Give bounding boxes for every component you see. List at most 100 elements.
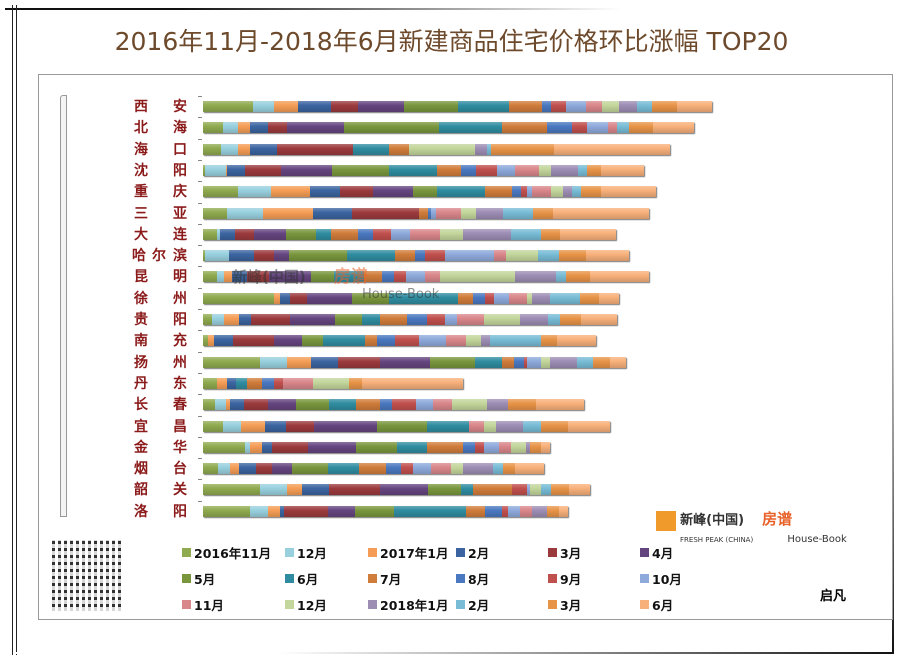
bar-segment (269, 271, 311, 283)
bar-segment (287, 356, 311, 368)
legend-swatch (548, 600, 557, 609)
footer-brand2: 房谱 (762, 510, 793, 528)
bar-segment (450, 463, 463, 475)
bar-洛阳 (203, 505, 568, 517)
legend-item: 12月 (285, 595, 327, 614)
bar-segment (357, 101, 404, 112)
watermark-brand: 新峰(中国) (232, 268, 306, 286)
bar-segment (426, 420, 469, 432)
bar-segment (332, 164, 389, 176)
bar-segment (501, 505, 508, 517)
bar-哈尔滨 (203, 250, 629, 262)
axis-tick (198, 245, 202, 247)
bar-segment (276, 143, 353, 155)
legend-swatch (548, 548, 557, 557)
bar-segment (389, 143, 409, 155)
bar-segment (302, 335, 323, 347)
bar-segment (485, 186, 512, 198)
bar-segment (308, 441, 356, 453)
bar-segment (519, 314, 548, 325)
legend-swatch (368, 574, 377, 583)
logo-mark (656, 510, 676, 531)
bar-segment (558, 250, 586, 262)
bar-segment (312, 377, 349, 389)
bar-segment (491, 143, 554, 155)
bar-segment (546, 505, 559, 517)
category-label: 阳 (173, 503, 187, 520)
bar-segment (503, 463, 515, 475)
bar-segment (273, 101, 298, 112)
bar-宜昌 (203, 420, 610, 432)
bar-segment (234, 228, 254, 240)
bar-segment (495, 420, 523, 432)
watermark-logo: 新峰(中国) 房谱 House-Book (232, 262, 439, 302)
legend-label: 6月 (297, 572, 319, 587)
bar-segment (549, 292, 580, 304)
bar-segment (551, 164, 578, 176)
axis-tick (198, 287, 202, 289)
bar-segment (287, 484, 302, 496)
bar-segment (428, 484, 461, 496)
bar-segment (218, 463, 230, 475)
legend-label: 9月 (560, 572, 582, 587)
category-axis (60, 95, 67, 517)
bar-segment (227, 377, 236, 389)
bar-segment (203, 335, 208, 347)
bar-segment (362, 377, 463, 389)
bar-沈阳 (203, 164, 644, 176)
bar-segment (563, 186, 572, 198)
bar-segment (437, 186, 485, 198)
legend-label: 2017年1月 (380, 546, 449, 561)
watermark-brand2: 房谱 (333, 267, 368, 287)
bar-segment (233, 335, 274, 347)
bar-segment (527, 356, 541, 368)
bar-segment (585, 250, 629, 262)
category-label: 州 (173, 290, 187, 307)
category-label: 亚 (173, 205, 187, 222)
bar-segment (227, 164, 245, 176)
bar-segment (513, 356, 524, 368)
bar-segment (390, 228, 410, 240)
bar-segment (609, 356, 626, 368)
legend-label: 11月 (194, 598, 224, 613)
bar-segment (558, 505, 568, 517)
legend-label: 7月 (380, 572, 402, 587)
category-label: 扬 (134, 354, 148, 371)
bar-segment (525, 441, 530, 453)
bar-segment (237, 122, 250, 134)
bar-segment (473, 484, 512, 496)
bar-昆明 (203, 271, 649, 283)
bar-segment (653, 122, 694, 134)
bar-segment (602, 101, 619, 112)
bar-segment (498, 441, 511, 453)
category-label: 南 (134, 333, 148, 350)
bar-segment (410, 228, 440, 240)
bar-segment (432, 399, 452, 411)
legend-label: 12月 (297, 546, 327, 561)
bar-segment (431, 207, 436, 219)
axis-tick (198, 96, 202, 97)
bar-segment (377, 335, 395, 347)
bar-segment (219, 228, 235, 240)
bar-重庆 (203, 186, 656, 198)
bar-segment (347, 250, 395, 262)
bar-segment (438, 122, 502, 134)
legend-swatch (182, 600, 191, 609)
bar-segment (351, 292, 389, 304)
bar-segment (458, 101, 509, 112)
bar-segment (524, 356, 527, 368)
bar-segment (285, 228, 316, 240)
legend-item: 2018年1月 (368, 595, 449, 614)
legend-item: 8月 (456, 569, 489, 588)
watermark-brand2-en: House-Book (362, 287, 440, 302)
bar-segment (540, 420, 568, 432)
bar-segment (507, 399, 536, 411)
bar-segment (314, 420, 377, 432)
legend-label: 5月 (194, 572, 216, 587)
bar-segment (440, 228, 463, 240)
category-label: 海 (173, 120, 187, 137)
axis-tick (198, 202, 202, 204)
bar-segment (461, 484, 473, 496)
bar-segment (204, 164, 226, 176)
legend-item: 10月 (640, 569, 682, 588)
